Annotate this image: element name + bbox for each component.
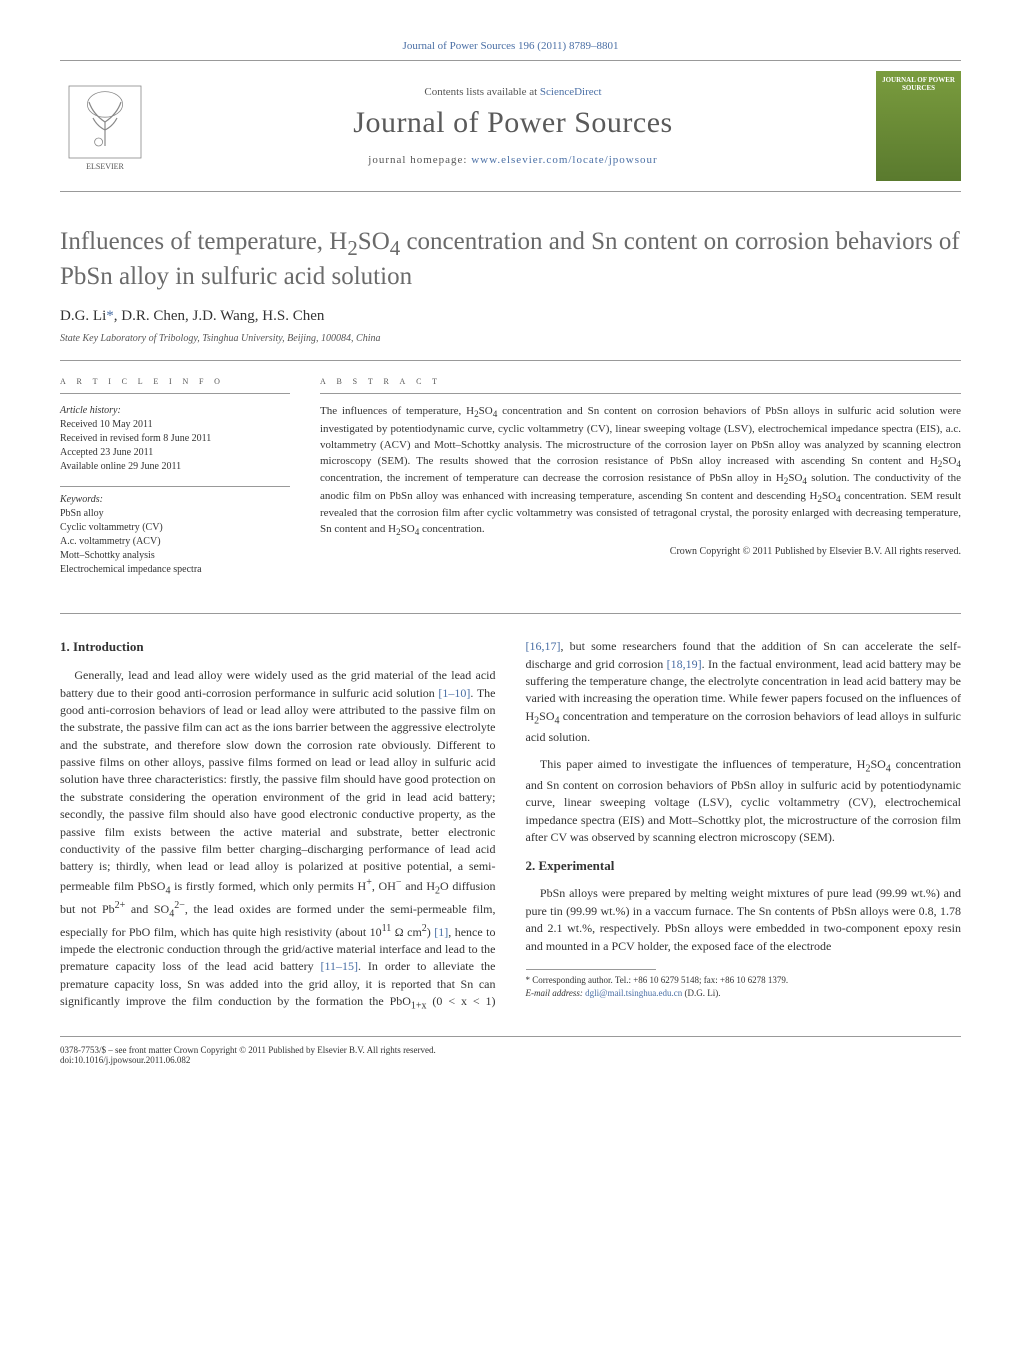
footnote-rule: [526, 969, 656, 970]
abstract-column: a b s t r a c t The influences of temper…: [320, 375, 961, 589]
homepage-link[interactable]: www.elsevier.com/locate/jpowsour: [471, 154, 657, 166]
abstract-heading: a b s t r a c t: [320, 375, 961, 394]
corresponding-author-footnote: * Corresponding author. Tel.: +86 10 627…: [526, 969, 962, 1000]
email-label: E-mail address:: [526, 988, 586, 998]
keyword-item: Electrochemical impedance spectra: [60, 563, 290, 577]
affiliation: State Key Laboratory of Tribology, Tsing…: [60, 333, 961, 344]
history-item: Available online 29 June 2011: [60, 460, 290, 474]
email-link[interactable]: dgli@mail.tsinghua.edu.cn: [585, 988, 682, 998]
body-paragraph: This paper aimed to investigate the infl…: [526, 756, 962, 846]
journal-reference: Journal of Power Sources 196 (2011) 8789…: [60, 40, 961, 52]
section-heading-introduction: 1. Introduction: [60, 638, 496, 657]
history-item: Received 10 May 2011: [60, 418, 290, 432]
authors-line: D.G. Li*, D.R. Chen, J.D. Wang, H.S. Che…: [60, 308, 961, 325]
article-metadata: a r t i c l e i n f o Article history: R…: [60, 360, 961, 589]
doi: doi:10.1016/j.jpowsour.2011.06.082: [60, 1055, 961, 1065]
homepage-prefix: journal homepage:: [368, 154, 471, 166]
abstract-text: The influences of temperature, H2SO4 con…: [320, 404, 961, 539]
divider: [60, 486, 290, 487]
article-body: 1. Introduction Generally, lead and lead…: [60, 613, 961, 1014]
keyword-item: PbSn alloy: [60, 507, 290, 521]
header-center: Contents lists available at ScienceDirec…: [168, 86, 858, 166]
body-paragraph: PbSn alloys were prepared by melting wei…: [526, 885, 962, 955]
article-info-heading: a r t i c l e i n f o: [60, 375, 290, 394]
page-footer: 0378-7753/$ – see front matter Crown Cop…: [60, 1036, 961, 1065]
journal-cover-thumbnail: JOURNAL OF POWER SOURCES: [876, 71, 961, 181]
history-label: Article history:: [60, 404, 290, 418]
article-info-column: a r t i c l e i n f o Article history: R…: [60, 375, 290, 589]
keyword-item: Cyclic voltammetry (CV): [60, 521, 290, 535]
abstract-copyright: Crown Copyright © 2011 Published by Else…: [320, 546, 961, 557]
keywords-block: Keywords: PbSn alloy Cyclic voltammetry …: [60, 493, 290, 577]
homepage-line: journal homepage: www.elsevier.com/locat…: [168, 154, 858, 166]
history-item: Accepted 23 June 2011: [60, 446, 290, 460]
email-suffix: (D.G. Li).: [682, 988, 720, 998]
sciencedirect-link[interactable]: ScienceDirect: [540, 86, 602, 98]
cover-title: JOURNAL OF POWER SOURCES: [882, 77, 955, 92]
contents-line: Contents lists available at ScienceDirec…: [168, 86, 858, 98]
article-title: Influences of temperature, H2SO4 concent…: [60, 226, 961, 292]
article-history-block: Article history: Received 10 May 2011 Re…: [60, 404, 290, 474]
keyword-item: A.c. voltammetry (ACV): [60, 535, 290, 549]
corr-author-email-line: E-mail address: dgli@mail.tsinghua.edu.c…: [526, 987, 962, 1000]
keyword-item: Mott–Schottky analysis: [60, 549, 290, 563]
corr-author-contact: * Corresponding author. Tel.: +86 10 627…: [526, 974, 962, 987]
journal-header: ELSEVIER Contents lists available at Sci…: [60, 60, 961, 192]
keywords-label: Keywords:: [60, 493, 290, 507]
contents-prefix: Contents lists available at: [424, 86, 539, 98]
publisher-name: ELSEVIER: [86, 162, 124, 171]
section-heading-experimental: 2. Experimental: [526, 857, 962, 876]
footer-copyright: 0378-7753/$ – see front matter Crown Cop…: [60, 1045, 961, 1055]
publisher-logo: ELSEVIER: [60, 76, 150, 176]
elsevier-tree-icon: [65, 82, 145, 162]
history-item: Received in revised form 8 June 2011: [60, 432, 290, 446]
journal-title: Journal of Power Sources: [168, 106, 858, 140]
